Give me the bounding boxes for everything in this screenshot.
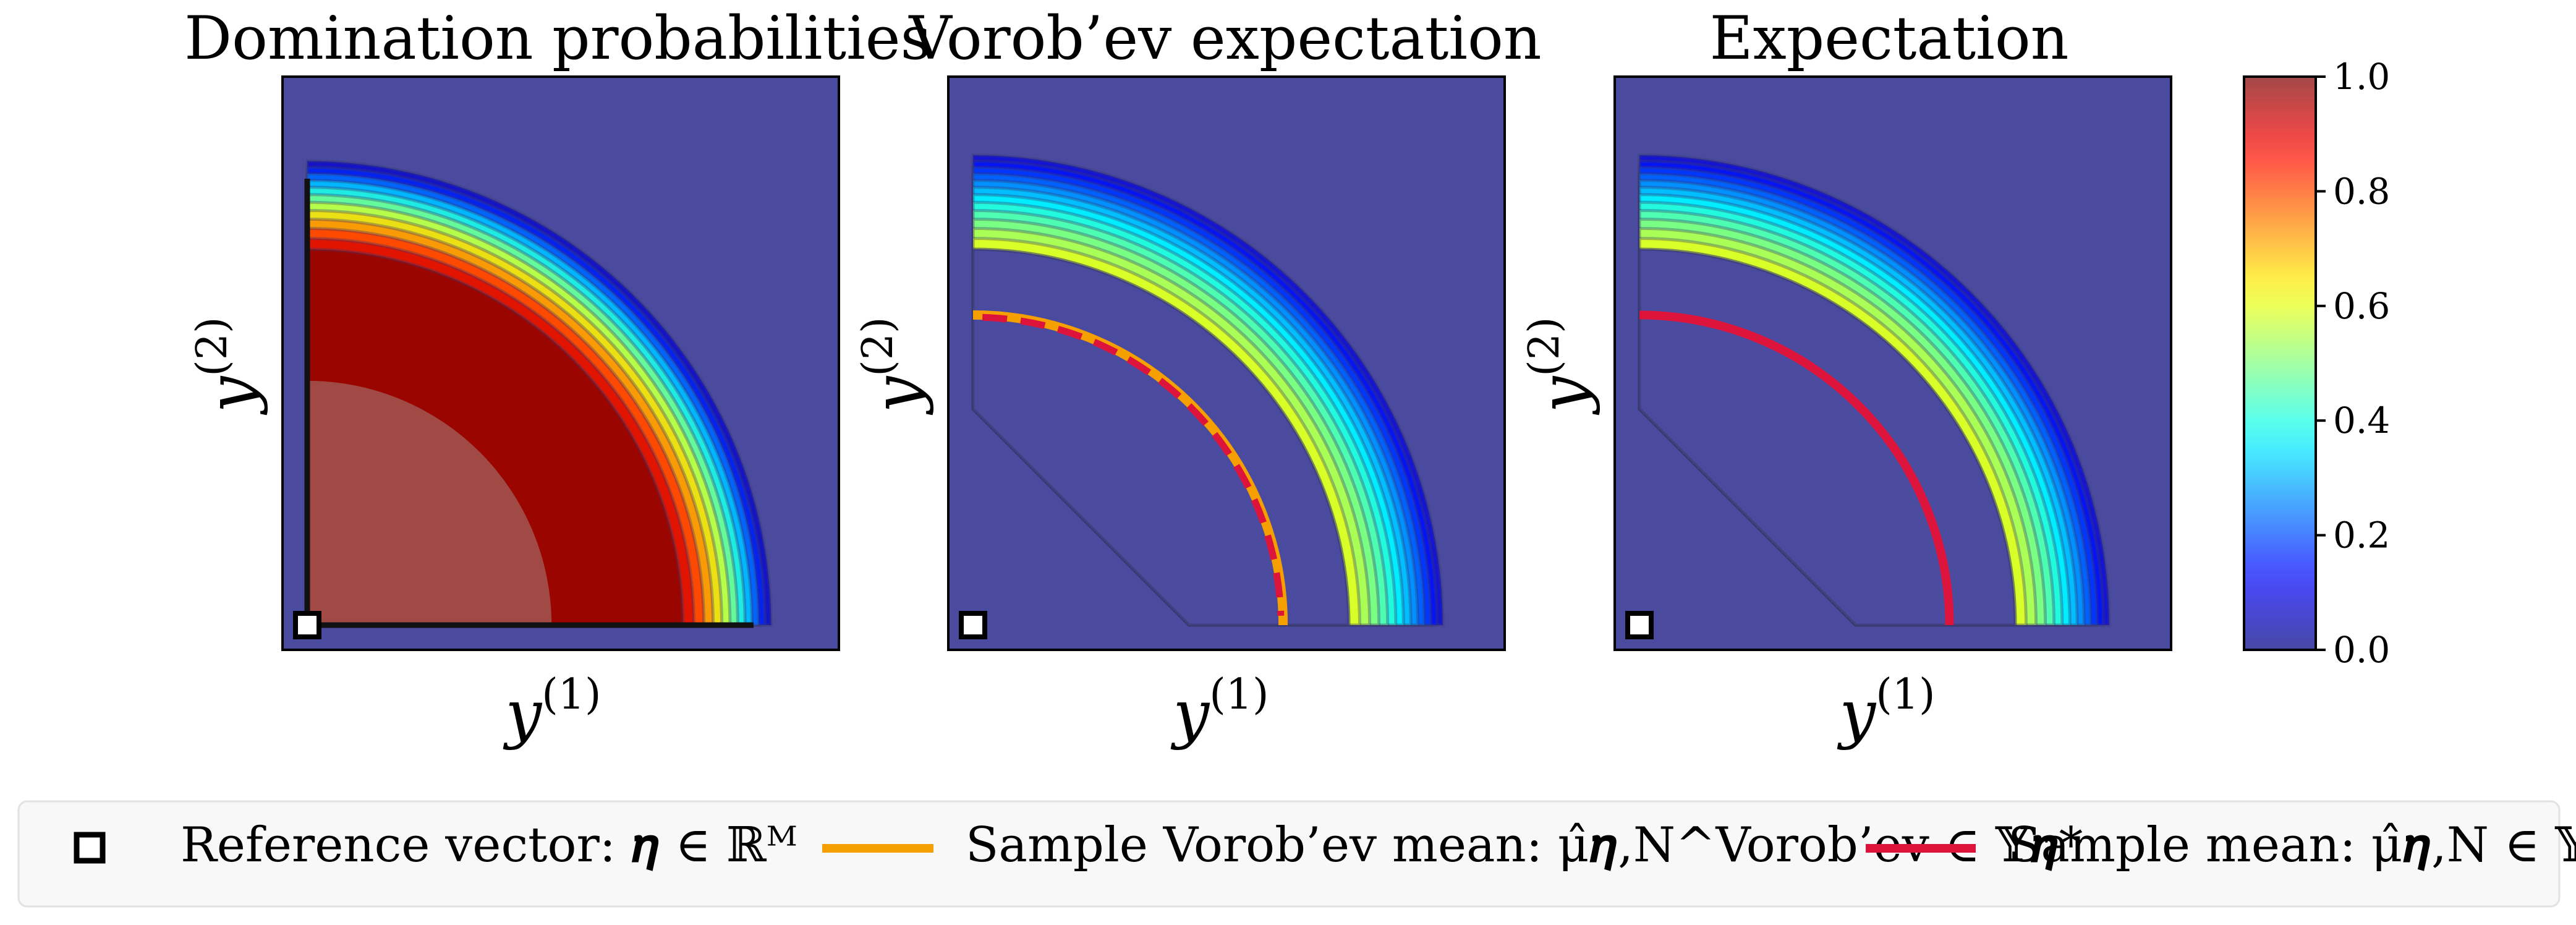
colorbar: 0.0 0.2 0.4 0.6 0.8 1.0 xyxy=(2243,56,2390,671)
reference-vector-marker xyxy=(293,611,321,639)
y-axis-label: y(2) xyxy=(188,317,269,415)
heatmap-vorobev xyxy=(948,77,1505,650)
panel-title: Vorob’ev expectation xyxy=(908,4,1541,73)
inner-region xyxy=(971,247,1351,627)
x-axis-label: y(1) xyxy=(1170,670,1269,751)
x-axis-label: y(1) xyxy=(503,670,601,751)
legend-label-reference: Reference vector: 𝜼 ∈ ℝᴹ xyxy=(181,817,797,873)
colorbar-tick-label: 0.2 xyxy=(2333,514,2390,556)
axes-frame xyxy=(281,75,840,651)
legend-label-mean: Sample mean: μ̂𝜼,N ∈ 𝕐𝜼* xyxy=(2008,817,2576,873)
sample-mean-curve xyxy=(1639,310,1954,626)
sample-mean-dashed-curve xyxy=(982,313,1285,616)
legend: Reference vector: 𝜼 ∈ ℝᴹ Sample Vorob’ev… xyxy=(17,800,2576,908)
panel-vorobev: Vorob’ev expectation y(1) y(2) xyxy=(854,4,1542,751)
x-axis-label: y(1) xyxy=(1837,670,1935,751)
heatmap-expectation xyxy=(1615,77,2171,650)
axes-frame xyxy=(1613,75,2172,651)
axes-frame xyxy=(947,75,1506,651)
colorbar-tick-label: 0.8 xyxy=(2333,170,2390,212)
panel-expectation: Expectation y(1) y(2) xyxy=(1520,4,2172,751)
panel-domination: Domination probabilities y(1) y(2) xyxy=(184,4,931,751)
reference-vector-marker xyxy=(1625,611,1654,639)
y-axis-label: y(2) xyxy=(1520,317,1601,415)
legend-square-marker xyxy=(74,832,106,864)
heatmap-domination xyxy=(283,77,839,650)
colorbar-frame xyxy=(2243,75,2317,651)
y-axis-label: y(2) xyxy=(854,317,935,415)
reference-vector-marker xyxy=(959,611,987,639)
colorbar-tick-label: 0.0 xyxy=(2333,629,2390,671)
colorbar-tick-label: 1.0 xyxy=(2333,56,2390,98)
colorbar-tick-label: 0.6 xyxy=(2333,285,2390,327)
colorbar-fill xyxy=(2244,77,2316,650)
legend-box xyxy=(17,800,2561,908)
probability-core xyxy=(307,380,552,625)
panel-title: Expectation xyxy=(1710,4,2069,73)
panel-title: Domination probabilities xyxy=(184,4,931,73)
colorbar-ticks: 0.0 0.2 0.4 0.6 0.8 1.0 xyxy=(2316,56,2390,671)
inner-region xyxy=(1638,247,2017,627)
colorbar-tick-label: 0.4 xyxy=(2333,399,2390,441)
